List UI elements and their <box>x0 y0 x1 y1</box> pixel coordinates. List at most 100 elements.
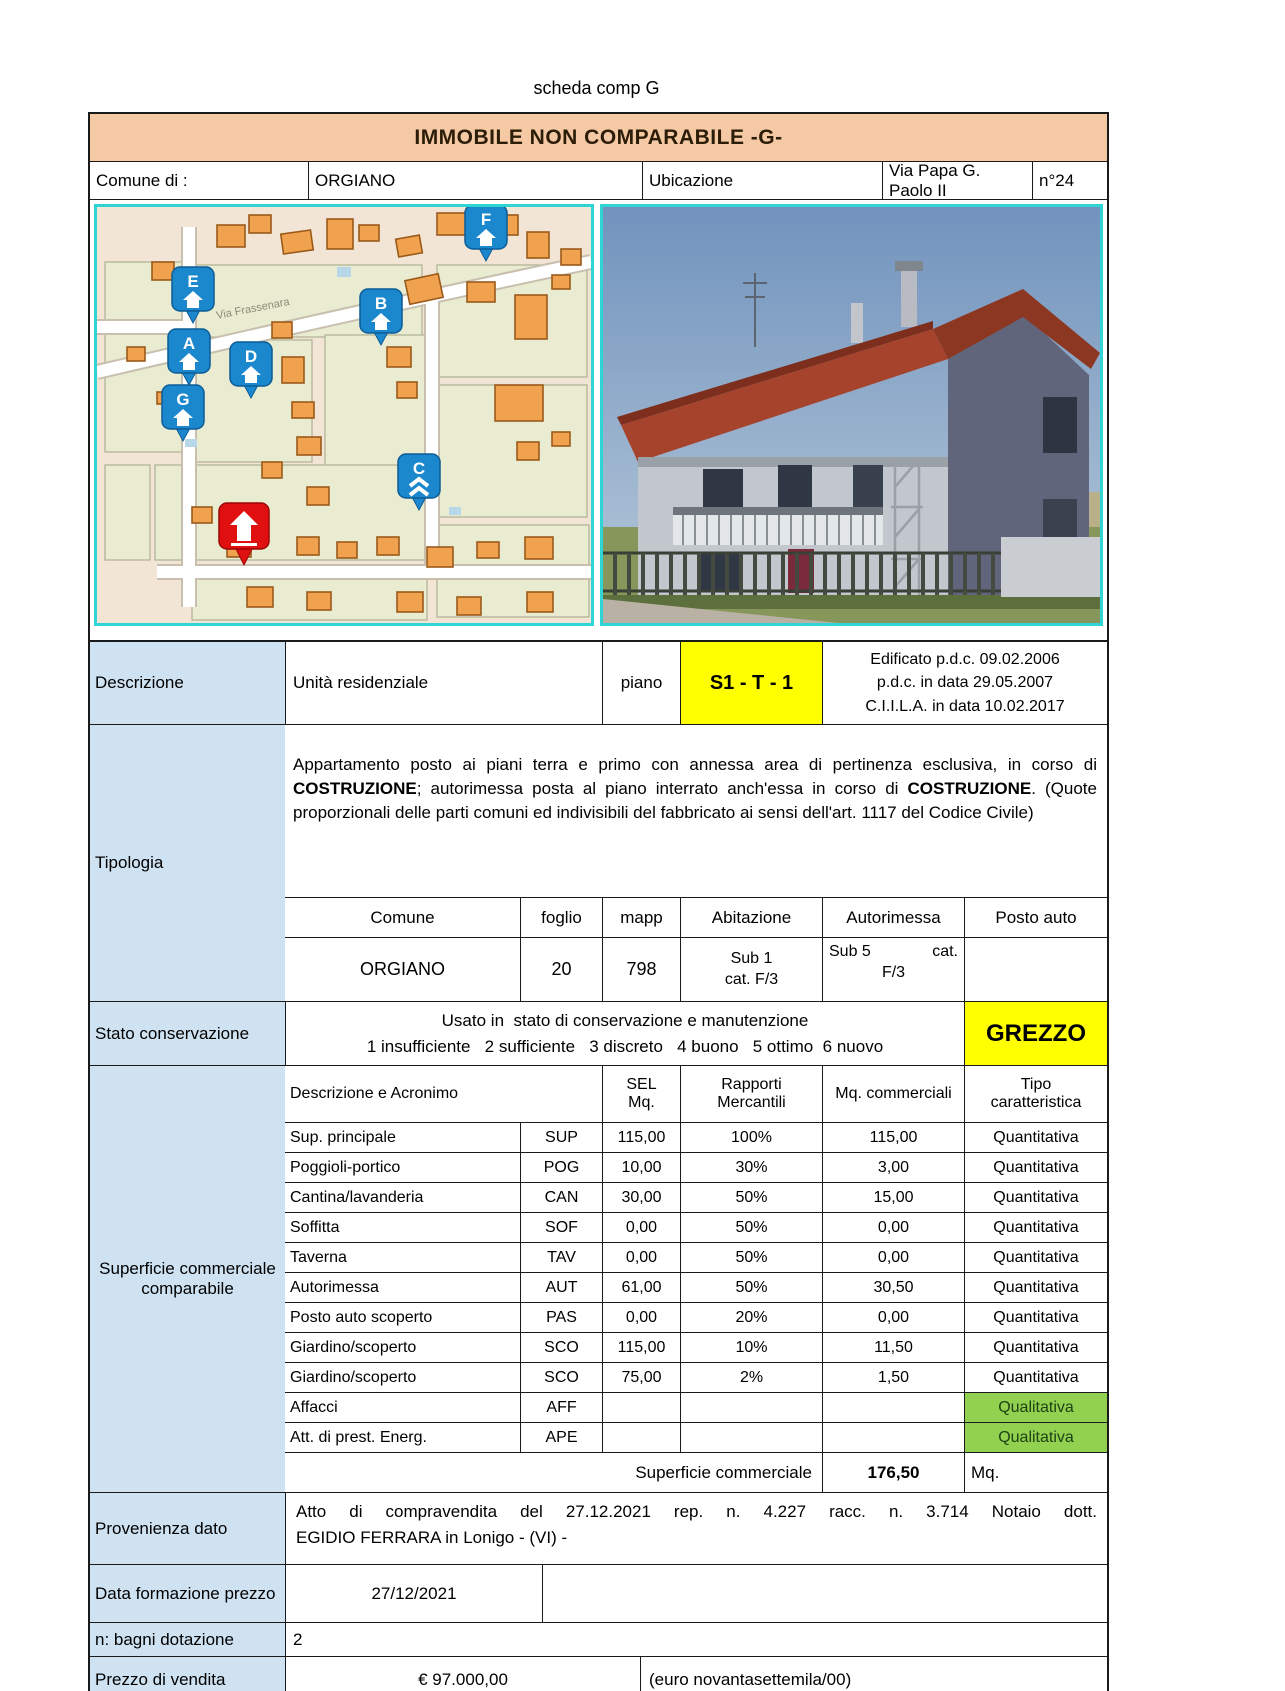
row-acronym: CAN <box>520 1183 602 1212</box>
row-name: Taverna <box>290 1248 347 1266</box>
stato-badge: GREZZO <box>964 1002 1107 1065</box>
catasto-header-autorimessa: Autorimessa <box>822 898 964 937</box>
map-image: Via Frassenara E A <box>94 204 594 626</box>
superficie-row: Att. di prest. Energ. APE Qualitativa <box>285 1422 1107 1452</box>
superficie-header-rapporti: Rapporti Mercantili <box>680 1066 822 1122</box>
row-tipo-qualitativa: Qualitativa <box>964 1393 1107 1422</box>
row-name: Poggioli-portico <box>290 1158 401 1176</box>
tipologia-section: Tipologia Appartamento posto ai piani te… <box>90 724 1107 1001</box>
tipologia-label: Tipologia <box>90 725 285 1001</box>
superficie-label: Superficie commerciale comparabile <box>90 1066 285 1492</box>
stato-line-1: Usato in stato di conservazione e manute… <box>441 1011 809 1030</box>
superficie-row: Posto auto scoperto PAS 0,00 20% 0,00 Qu… <box>285 1302 1107 1332</box>
row-tipo: Quantitativa <box>964 1153 1107 1182</box>
comune-label: Comune di : <box>96 170 188 190</box>
row-mq-comm <box>822 1393 964 1422</box>
superficie-row: Giardino/scoperto SCO 115,00 10% 11,50 Q… <box>285 1332 1107 1362</box>
map-marker-b: B <box>359 288 403 347</box>
row-acronym: PAS <box>520 1303 602 1332</box>
row-mq-comm: 15,00 <box>822 1183 964 1212</box>
banner-immobile-non-comparabile: IMMOBILE NON COMPARABILE -G- <box>90 114 1107 161</box>
row-mq-comm: 0,00 <box>822 1243 964 1272</box>
row-rapporto: 20% <box>680 1303 822 1332</box>
row-name: Autorimessa <box>290 1278 379 1296</box>
provenienza-row: Provenienza dato Atto di compravendita d… <box>90 1492 1107 1564</box>
data-formazione-row: Data formazione prezzo 27/12/2021 <box>90 1564 1107 1622</box>
stato-row: Stato conservazione Usato in stato di co… <box>90 1001 1107 1065</box>
provenienza-line-1: Atto di compravendita del 27.12.2021 rep… <box>296 1502 1097 1521</box>
row-sel-mq: 30,00 <box>602 1183 680 1212</box>
superficie-header-sel: SEL Mq. <box>602 1066 680 1122</box>
map-marker-subject <box>218 502 270 567</box>
prezzo-value: € 97.000,00 <box>285 1657 640 1691</box>
row-rapporto: 30% <box>680 1153 822 1182</box>
row-name: Sup. principale <box>290 1128 396 1146</box>
catasto-mapp: 798 <box>602 938 680 1001</box>
catasto-abitazione: Sub 1 cat. F/3 <box>680 938 822 1001</box>
abitazione-sub: Sub 1 <box>730 949 773 967</box>
superficie-row: Poggioli-portico POG 10,00 30% 3,00 Quan… <box>285 1152 1107 1182</box>
svg-text:C: C <box>413 459 425 478</box>
row-rapporto <box>680 1393 822 1422</box>
row-rapporto: 50% <box>680 1243 822 1272</box>
svg-text:A: A <box>183 334 195 353</box>
ubicazione-value: Via Papa G. Paolo II <box>882 162 1032 199</box>
map-marker-g: G <box>161 384 205 443</box>
row-tipo: Quantitativa <box>964 1243 1107 1272</box>
property-photo <box>600 204 1103 626</box>
superficie-header-tipo: Tipo caratteristica <box>964 1066 1107 1122</box>
superficie-section: Superficie commerciale comparabile Descr… <box>90 1065 1107 1492</box>
edificato-line-1: Edificato p.d.c. 09.02.2006 <box>870 651 1060 669</box>
edificato-line-3: C.I.I.L.A. in data 10.02.2017 <box>865 697 1065 715</box>
catasto-header-abitazione: Abitazione <box>680 898 822 937</box>
row-acronym: SOF <box>520 1213 602 1242</box>
row-acronym: SCO <box>520 1333 602 1362</box>
row-rapporto: 50% <box>680 1183 822 1212</box>
abitazione-cat: cat. F/3 <box>724 970 779 988</box>
data-formazione-label: Data formazione prezzo <box>90 1565 285 1622</box>
row-acronym: SUP <box>520 1123 602 1152</box>
location-row: Comune di : ORGIANO Ubicazione Via Papa … <box>90 161 1107 199</box>
row-name: Att. di prest. Energ. <box>290 1428 427 1446</box>
stato-label: Stato conservazione <box>90 1002 285 1065</box>
superficie-header-mq: Mq. commerciali <box>822 1066 964 1122</box>
valuation-sheet: IMMOBILE NON COMPARABILE -G- Comune di :… <box>88 112 1109 1691</box>
data-formazione-empty <box>542 1565 1107 1622</box>
catasto-header-comune: Comune <box>370 907 435 927</box>
map-marker-e: E <box>171 266 215 325</box>
svg-text:D: D <box>245 347 257 366</box>
row-tipo: Quantitativa <box>964 1363 1107 1392</box>
piano-label: piano <box>602 642 680 724</box>
row-rapporto: 2% <box>680 1363 822 1392</box>
superficie-row: Taverna TAV 0,00 50% 0,00 Quantitativa <box>285 1242 1107 1272</box>
svg-text:G: G <box>176 390 189 409</box>
catasto-header-mapp: mapp <box>602 898 680 937</box>
provenienza-text: Atto di compravendita del 27.12.2021 rep… <box>285 1493 1107 1564</box>
civico-value: n°24 <box>1032 162 1107 199</box>
catasto-foglio: 20 <box>520 938 602 1001</box>
row-sel-mq: 61,00 <box>602 1273 680 1302</box>
superficie-row: Soffitta SOF 0,00 50% 0,00 Quantitativa <box>285 1212 1107 1242</box>
row-name: Cantina/lavanderia <box>290 1188 424 1206</box>
stato-line-2: 1 insufficiente 2 sufficiente 3 discreto… <box>366 1036 884 1056</box>
superficie-row: Cantina/lavanderia CAN 30,00 50% 15,00 Q… <box>285 1182 1107 1212</box>
catasto-comune: ORGIANO <box>359 959 445 979</box>
row-mq-comm: 3,00 <box>822 1153 964 1182</box>
ubicazione-label: Ubicazione <box>642 162 882 199</box>
catasto-autorimessa: Sub 5 cat. F/3 <box>822 938 964 1001</box>
page-title: scheda comp G <box>533 78 660 98</box>
bagni-value: 2 <box>285 1623 1107 1656</box>
stato-scale: Usato in stato di conservazione e manute… <box>285 1002 964 1065</box>
superficie-row: Giardino/scoperto SCO 75,00 2% 1,50 Quan… <box>285 1362 1107 1392</box>
superficie-total-row: Superficie commerciale 176,50 Mq. <box>285 1452 1107 1492</box>
row-sel-mq: 10,00 <box>602 1153 680 1182</box>
row-name: Soffitta <box>290 1218 340 1236</box>
row-sel-mq: 0,00 <box>602 1243 680 1272</box>
row-sel-mq: 115,00 <box>602 1333 680 1362</box>
provenienza-label: Provenienza dato <box>90 1493 285 1564</box>
data-formazione-value: 27/12/2021 <box>285 1565 542 1622</box>
bagni-label: n: bagni dotazione <box>90 1623 285 1656</box>
bagni-row: n: bagni dotazione 2 <box>90 1622 1107 1656</box>
catasto-data-row: ORGIANO 20 798 Sub 1 cat. F/3 Sub 5 cat. <box>285 937 1107 1001</box>
edificato-line-2: p.d.c. in data 29.05.2007 <box>876 674 1054 692</box>
